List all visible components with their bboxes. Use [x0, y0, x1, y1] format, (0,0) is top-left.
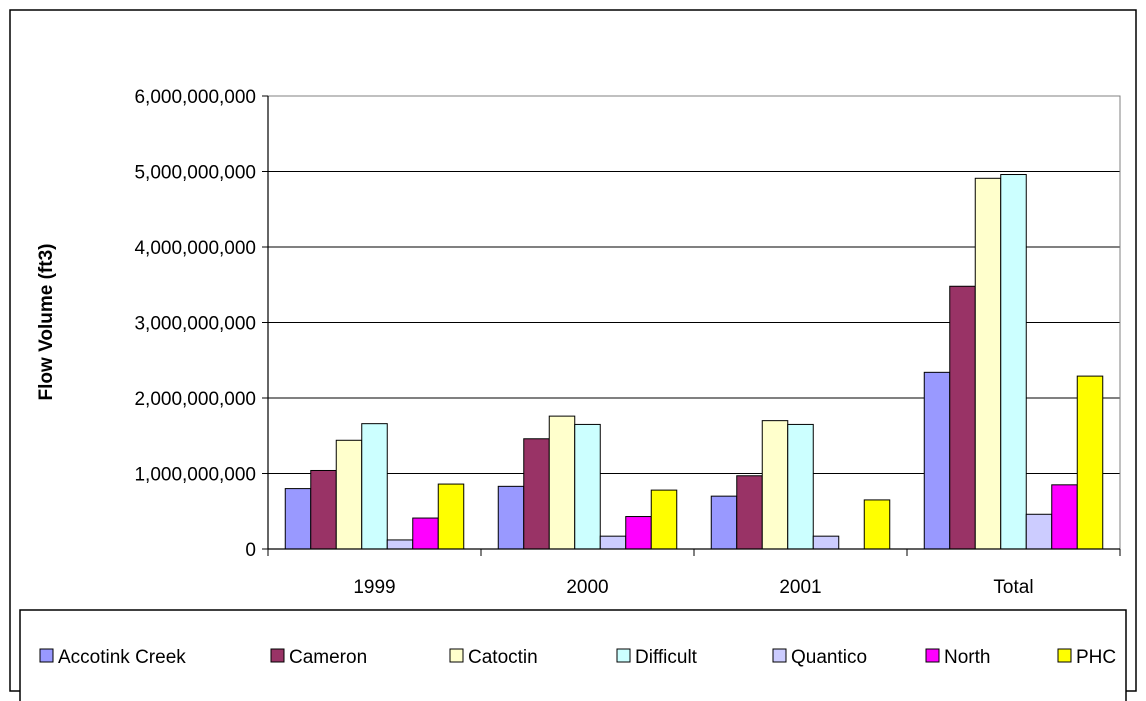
legend-swatch: [616, 648, 631, 663]
chart-border: [9, 9, 1137, 692]
y-tick-label: 0: [245, 540, 256, 561]
x-tick-label: 2000: [566, 577, 608, 598]
y-tick-label: 6,000,000,000: [134, 87, 256, 108]
bar: [974, 177, 1002, 550]
bar: [497, 485, 525, 550]
bar: [863, 499, 891, 550]
bar: [650, 489, 678, 550]
y-tick-labels: 0 1,000,000,000 2,000,000,000 3,000,000,000…: [134, 87, 256, 561]
bar: [1025, 513, 1053, 550]
legend-item: Quantico: [772, 647, 867, 668]
y-tick-label: 3,000,000,000: [134, 314, 256, 335]
legend-item: Difficult: [616, 647, 698, 668]
x-tick-label: 1999: [353, 577, 395, 598]
legend-swatch: [270, 648, 285, 663]
bar: [437, 483, 465, 550]
bar: [284, 488, 312, 550]
bar: [1000, 174, 1027, 550]
bar: [812, 535, 840, 550]
bar: [386, 539, 414, 550]
legend-item: Catoctin: [449, 647, 538, 668]
legend-swatch: [772, 648, 787, 663]
legend-item: PHC: [1057, 647, 1116, 668]
bar: [761, 420, 789, 550]
bar: [710, 495, 738, 550]
legend-label: Quantico: [791, 647, 867, 668]
bar: [412, 517, 439, 550]
legend-swatch: [449, 648, 464, 663]
legend-item: Cameron: [270, 647, 367, 668]
bar: [335, 439, 363, 550]
legend-label: Accotink Creek: [58, 647, 186, 668]
bar: [923, 371, 951, 550]
bar: [574, 423, 601, 550]
y-axis-label: Flow Volume (ft3): [36, 244, 57, 401]
bar: [787, 423, 814, 550]
bar: [1076, 375, 1104, 550]
bar: [1051, 484, 1078, 550]
bar: [949, 285, 976, 550]
legend-item: North: [925, 647, 990, 668]
bar: [599, 535, 627, 550]
legend-box: [19, 609, 1127, 701]
y-tick-label: 5,000,000,000: [134, 163, 256, 184]
legend-label: North: [944, 647, 990, 668]
legend-swatch: [1057, 648, 1072, 663]
bar: [361, 423, 388, 550]
legend: Accotink Creek Cameron Catoctin Difficult Qu…: [39, 647, 1116, 668]
y-tick-label: 1,000,000,000: [134, 465, 256, 486]
legend-swatch: [39, 648, 54, 663]
axes: [262, 95, 1121, 556]
bar: [310, 469, 337, 550]
legend-label: Catoctin: [468, 647, 538, 668]
bar: [548, 415, 576, 550]
legend-swatch: [925, 648, 940, 663]
legend-item: Accotink Creek: [39, 647, 186, 668]
legend-label: PHC: [1076, 647, 1116, 668]
x-tick-label: Total: [993, 577, 1033, 598]
legend-label: Cameron: [289, 647, 367, 668]
y-tick-label: 4,000,000,000: [134, 238, 256, 259]
y-tick-label: 2,000,000,000: [134, 389, 256, 410]
bar: [736, 475, 763, 550]
bar: [625, 516, 652, 550]
x-tick-labels: 1999 2000 2001 Total: [353, 577, 1033, 598]
x-tick-label: 2001: [779, 577, 821, 598]
legend-label: Difficult: [635, 647, 698, 668]
bar: [523, 438, 550, 550]
